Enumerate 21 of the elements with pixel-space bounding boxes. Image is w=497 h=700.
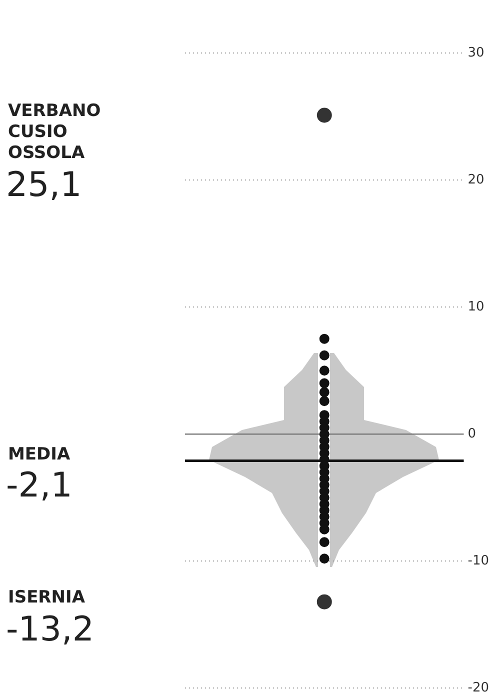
point bbox=[319, 554, 330, 564]
point bbox=[319, 387, 330, 398]
point bbox=[316, 108, 332, 123]
text: 25,1 bbox=[6, 165, 82, 206]
y-tick-label: -10 bbox=[468, 554, 489, 569]
point bbox=[319, 537, 330, 548]
y-tick-label: 20 bbox=[468, 172, 484, 188]
y-tick-label: 10 bbox=[468, 299, 484, 314]
text: ISERNIA bbox=[8, 588, 86, 608]
point bbox=[319, 350, 330, 360]
point bbox=[319, 366, 330, 376]
y-tick-label: -20 bbox=[468, 680, 489, 696]
text: VERBANO CUSIO OSSOLA bbox=[8, 101, 101, 164]
point bbox=[319, 378, 330, 388]
point bbox=[319, 396, 330, 406]
y-tick-label: 0 bbox=[468, 426, 476, 442]
ref-line-label: MEDIA -2,1 bbox=[6, 444, 72, 506]
point bbox=[316, 594, 332, 610]
y-tick-label: 30 bbox=[468, 45, 484, 60]
point bbox=[319, 334, 330, 344]
text: -13,2 bbox=[6, 610, 94, 650]
